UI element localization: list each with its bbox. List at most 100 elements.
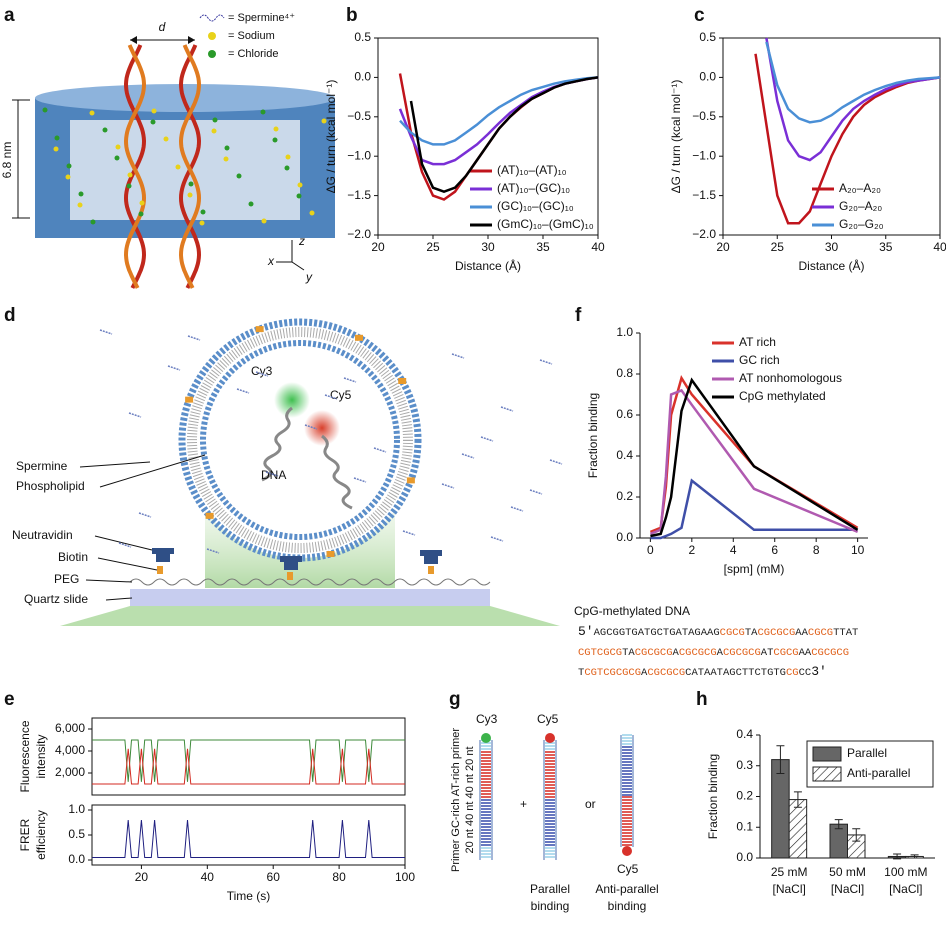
sodium-ion [175,164,181,170]
axis-label: z [298,234,305,248]
component-label: Biotin [58,550,88,564]
spermine [539,359,553,365]
x-tick-label: 4 [730,543,737,557]
dye-label: Cy5 [537,712,559,726]
y-axis-title: intensity [34,734,48,778]
biotin [157,566,163,574]
y-tick-label: −1.0 [347,148,371,162]
panel-label: g [449,689,461,710]
leader-line [79,461,151,468]
x-tick-label: 60 [267,870,281,884]
leader-line [97,557,158,571]
sodium-ion [321,118,327,124]
bound-spermine [326,550,335,557]
y-tick-label: 0.1 [736,819,753,833]
construct-diagram: Primer GC-rich AT-rich primer 20 nt 40 n… [450,712,659,913]
x-tick-label: 25 [771,240,785,254]
y-axis-title: efficiency [34,810,48,860]
y-axis-title: Fraction binding [586,393,600,478]
lipid-tails [187,327,413,553]
spermine [461,453,475,459]
legend-label: AT rich [739,335,776,349]
sequence-segment: A [641,667,648,679]
x-axis-title: Time (s) [227,889,271,903]
series-line [409,76,599,194]
sequence-segment: AA [799,647,812,659]
y-tick-label: −2.0 [692,227,716,241]
spermine [402,530,416,536]
strand-end: 3′ [811,664,827,679]
beam-base [60,606,560,626]
spermine [373,447,387,453]
component-label: Phospholipid [16,479,85,493]
arrow-head [188,36,195,44]
panel-label: h [696,689,708,710]
y-tick-label: −2.0 [347,227,371,241]
x-tick-label: 2 [688,543,695,557]
sequence-segment: A [673,647,680,659]
sodium-ion [163,136,169,142]
panel-label: c [694,5,705,26]
spermine [236,388,250,394]
series-line [92,739,405,782]
sequence-segment: CGCGCG [723,647,761,659]
dye [622,846,632,856]
panel-label: f [575,305,582,326]
biotin [287,572,293,580]
sequence-segment: TA [622,647,635,659]
length-label: 20 nt 40 nt 40 nt 20 nt [464,746,476,853]
sequence-line: 5′AGCGGTGATGCTGATAGAAGCGCGTACGCGCGAACGCG… [578,624,858,639]
panel-label: a [4,5,15,26]
series-line [399,76,599,146]
sodium-ion [309,210,315,216]
x-tick-label: 20 [371,240,385,254]
leader-line [99,454,206,488]
y-tick-label: −0.5 [692,109,716,123]
dna-helix [178,44,202,289]
x-tick-label: 35 [536,240,550,254]
plot-frame [91,804,406,866]
sodium-ion [261,218,267,224]
y-tick-label: 0.0 [699,70,716,84]
x-tick-label: 0 [647,543,654,557]
bound-spermine [205,512,214,519]
dye-label: Cy3 [251,364,273,378]
spermine [441,483,455,489]
chloride-ion [54,135,60,141]
spermine [138,512,152,518]
chloride-ion [200,209,206,215]
sequence-segment: AT [761,647,774,659]
biotin [428,566,434,574]
vesicle-diagram: Cy3 Cy5 DNA Spermine Phospholipid Neutra… [12,318,563,626]
y-tick-label: −1.0 [692,148,716,162]
sequence-segment: TA [745,627,758,639]
neutravidin [420,550,442,564]
caption: Anti-parallel [595,882,658,896]
component-label: Quartz slide [24,592,88,606]
y-tick-label: 1.0 [68,802,85,816]
component-label: Spermine [16,459,68,473]
cy3-glow [274,382,310,418]
x-tick-label: 35 [879,240,893,254]
legend-swatch [812,766,842,782]
sodium-ion [139,200,145,206]
component-label: PEG [54,572,79,586]
y-tick-label: 0.6 [616,407,633,421]
error-bar [793,791,802,808]
distance-label: d [159,20,166,34]
sequence-title: CpG-methylated DNA [574,604,690,618]
sodium-ion [199,220,205,226]
chloride-ion [212,117,218,123]
bound-spermine [355,334,363,341]
chloride-ion [138,211,144,217]
x-tick-label: [NaCl] [772,882,805,896]
caption: binding [531,899,570,913]
spermine-icon [199,14,225,22]
component-label: Neutravidin [12,528,73,542]
x-tick-label: 100 [395,870,415,884]
legend-label: = Chloride [228,48,278,60]
spermine [206,548,220,554]
leader-line [94,535,153,551]
sequence-segment: CGCGCG [679,647,717,659]
dna-helix [123,44,147,289]
